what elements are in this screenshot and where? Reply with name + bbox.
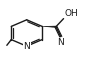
Polygon shape — [42, 26, 56, 27]
Text: N: N — [23, 42, 30, 51]
Text: OH: OH — [64, 9, 78, 18]
Text: N: N — [57, 38, 64, 47]
